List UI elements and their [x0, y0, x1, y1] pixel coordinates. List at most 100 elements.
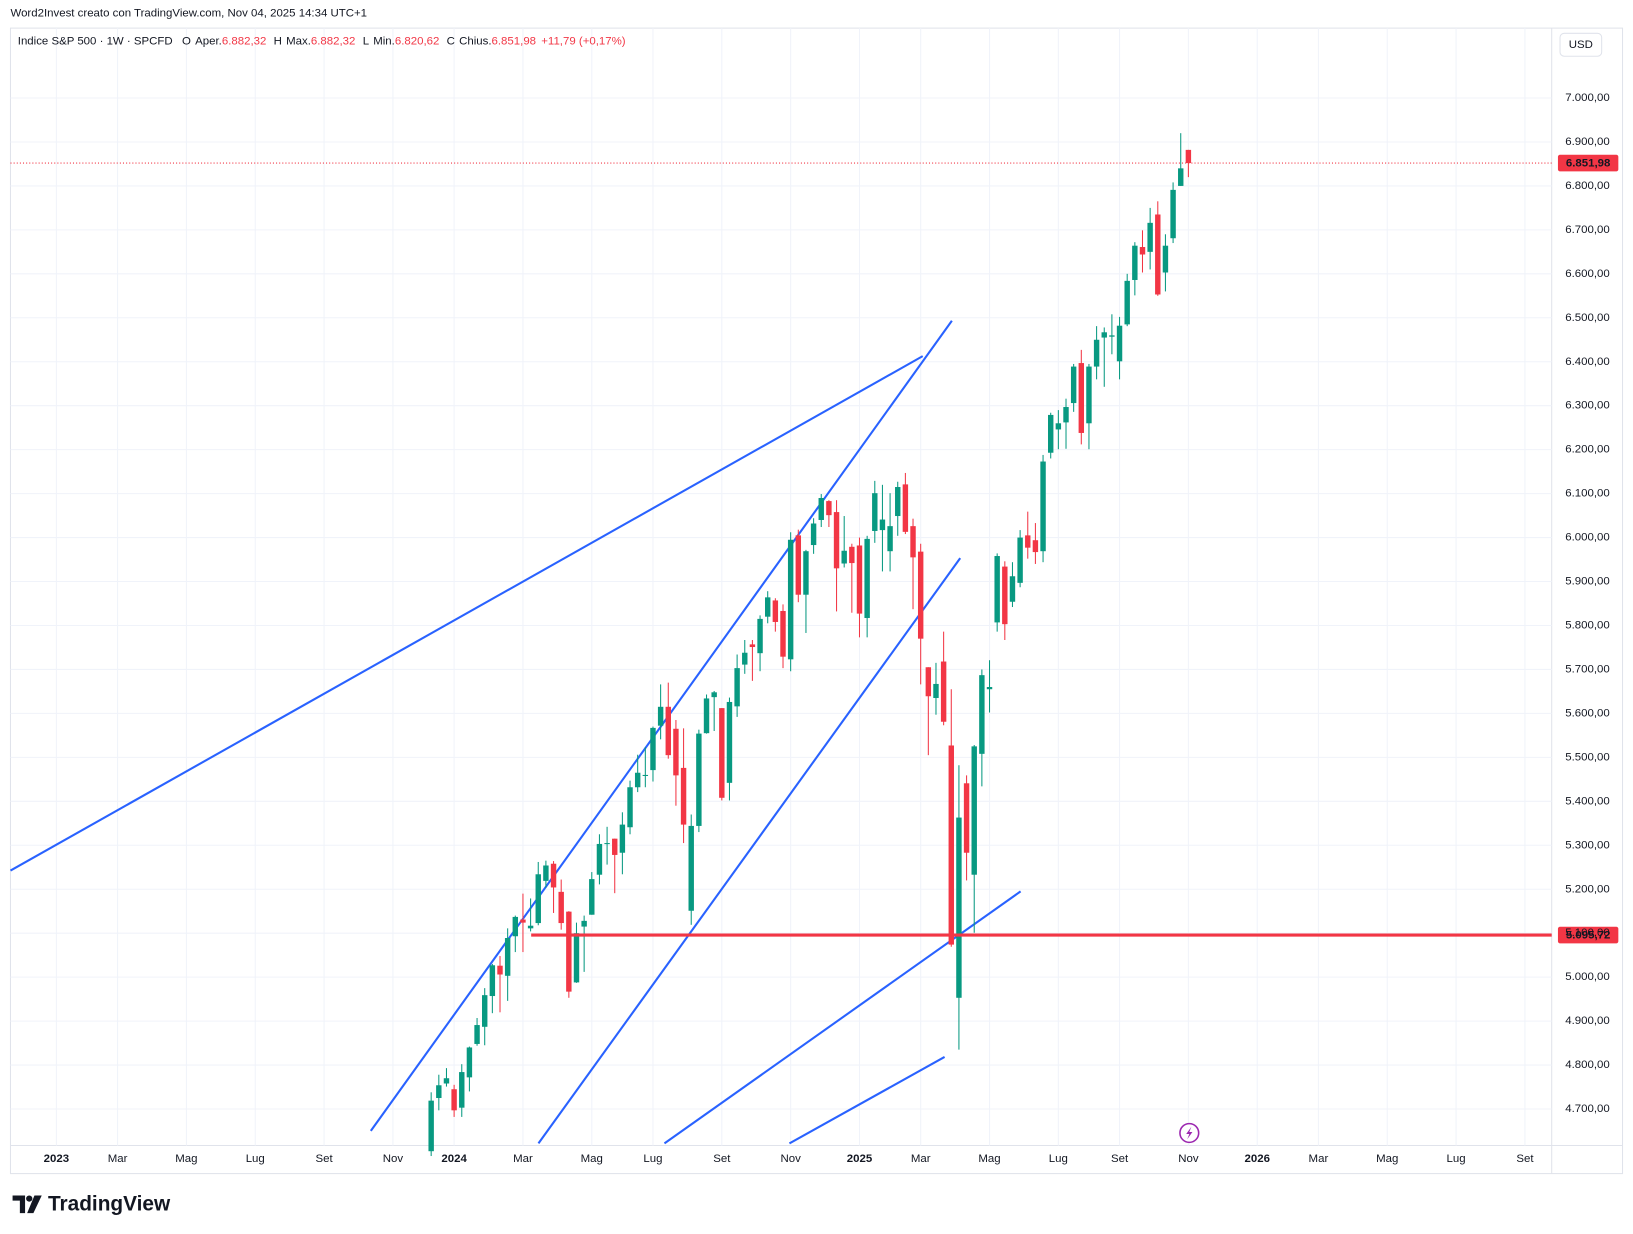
candle-body: [1132, 245, 1138, 280]
legend-value: 6.882,32: [311, 36, 356, 48]
candle-body: [550, 863, 557, 888]
candle-body: [1116, 325, 1123, 362]
candle-body: [742, 652, 748, 665]
candle-body: [482, 995, 488, 1027]
candle-body: [612, 838, 618, 855]
y-tick-label: 5.100,00: [1565, 927, 1610, 939]
candle-body: [589, 879, 595, 915]
candle-body: [787, 539, 794, 660]
x-tick-label: 2025: [847, 1153, 873, 1165]
candle-body: [1101, 332, 1107, 338]
candle-body: [1162, 245, 1169, 273]
drawings: [9, 320, 1022, 1145]
candle-body: [1124, 280, 1130, 325]
y-tick-label: 6.800,00: [1565, 180, 1610, 192]
y-tick-label: 6.900,00: [1565, 136, 1610, 148]
x-tick-label: Lug: [643, 1153, 662, 1165]
y-tick-label: 5.600,00: [1565, 707, 1610, 719]
candle-body: [1025, 535, 1031, 548]
y-tick-label: 6.100,00: [1565, 488, 1610, 500]
legend-key: L: [363, 36, 369, 48]
candle-body: [803, 551, 809, 595]
x-tick-label: Lug: [1447, 1153, 1466, 1165]
x-tick-label: Set: [713, 1153, 731, 1165]
candle-body: [826, 501, 832, 516]
y-tick-label: 5.500,00: [1565, 751, 1610, 763]
x-tick-label: Mar: [911, 1153, 931, 1165]
candle-body: [604, 843, 610, 845]
x-tick-label: Nov: [383, 1153, 404, 1165]
candle-body: [902, 484, 909, 532]
legend-value: 6.882,32: [222, 36, 267, 48]
candle-body: [925, 667, 932, 697]
overlay: 6.851,98 5.095,72: [10, 154, 1619, 944]
candle-body: [703, 698, 710, 734]
legend-value: 6.851,98: [492, 36, 537, 48]
x-tick-label: Lug: [246, 1153, 265, 1165]
candle-body: [627, 787, 633, 828]
trend-line: [537, 557, 962, 1145]
candle-body: [1170, 189, 1176, 239]
candle-body: [489, 965, 496, 997]
candle-body: [910, 526, 916, 558]
candle-body: [1040, 461, 1046, 552]
currency-button[interactable]: [1559, 32, 1603, 57]
candle-body: [994, 556, 1000, 623]
x-tick-label: Mag: [175, 1153, 197, 1165]
candle-body: [1009, 576, 1016, 602]
candle-body: [833, 512, 840, 569]
candle-body: [688, 825, 694, 911]
candle-body: [451, 1089, 457, 1111]
candle-body: [558, 891, 564, 924]
symbol: Indice S&P 500 · 1W · SPCFD: [18, 36, 173, 48]
candle-body: [887, 526, 893, 552]
candle-body: [1078, 363, 1085, 433]
candle-body: [680, 767, 687, 825]
candle-body: [956, 817, 962, 998]
candle-body: [979, 675, 985, 754]
y-tick-label: 4.900,00: [1565, 1015, 1610, 1027]
grid: [10, 28, 1552, 1146]
chart-frame: [9, 27, 1624, 1175]
x-tick-label: Set: [1516, 1153, 1534, 1165]
trend-line: [788, 1056, 946, 1145]
y-tick-label: 6.400,00: [1565, 356, 1610, 368]
price-label-box: [1557, 926, 1619, 944]
candle-body: [1093, 339, 1100, 367]
legend-name: Max.: [286, 36, 311, 48]
candles: [428, 133, 1192, 1157]
candle-body: [443, 1078, 450, 1084]
logo-text: TradingView: [48, 1192, 171, 1215]
x-tick-label: Mag: [581, 1153, 603, 1165]
candle-body: [841, 550, 847, 564]
candle-body: [864, 538, 870, 619]
candle-body: [795, 535, 802, 595]
candle-body: [497, 965, 503, 975]
trend-line: [663, 890, 1022, 1145]
candle-body: [1147, 222, 1153, 252]
candle-body: [566, 911, 572, 992]
candle-body: [1155, 214, 1161, 295]
candle-body: [856, 545, 863, 614]
candle-body: [1086, 366, 1092, 424]
candle-body: [757, 618, 763, 654]
y-tick-label: 5.800,00: [1565, 620, 1610, 632]
candle-body: [872, 493, 878, 531]
y-tick-label: 4.700,00: [1565, 1103, 1610, 1115]
candle-body: [428, 1100, 434, 1152]
candle-body: [665, 706, 671, 756]
y-tick-label: 5.000,00: [1565, 971, 1610, 983]
candle-body: [895, 487, 901, 517]
candle-body: [581, 920, 587, 927]
legend: Indice S&P 500 · 1W · SPCFD O Aper.6.882,3…: [18, 36, 626, 48]
candle-body: [986, 687, 993, 690]
candle-body: [619, 824, 626, 853]
x-tick-label: Set: [316, 1153, 334, 1165]
y-tick-label: 5.400,00: [1565, 795, 1610, 807]
candle-body: [711, 692, 717, 698]
legend-key: H: [274, 36, 282, 48]
y-tick-label: 5.900,00: [1565, 576, 1610, 588]
candle-body: [1185, 149, 1192, 164]
legend-value: 6.820,62: [395, 36, 440, 48]
y-tick-label: 5.700,00: [1565, 663, 1610, 675]
